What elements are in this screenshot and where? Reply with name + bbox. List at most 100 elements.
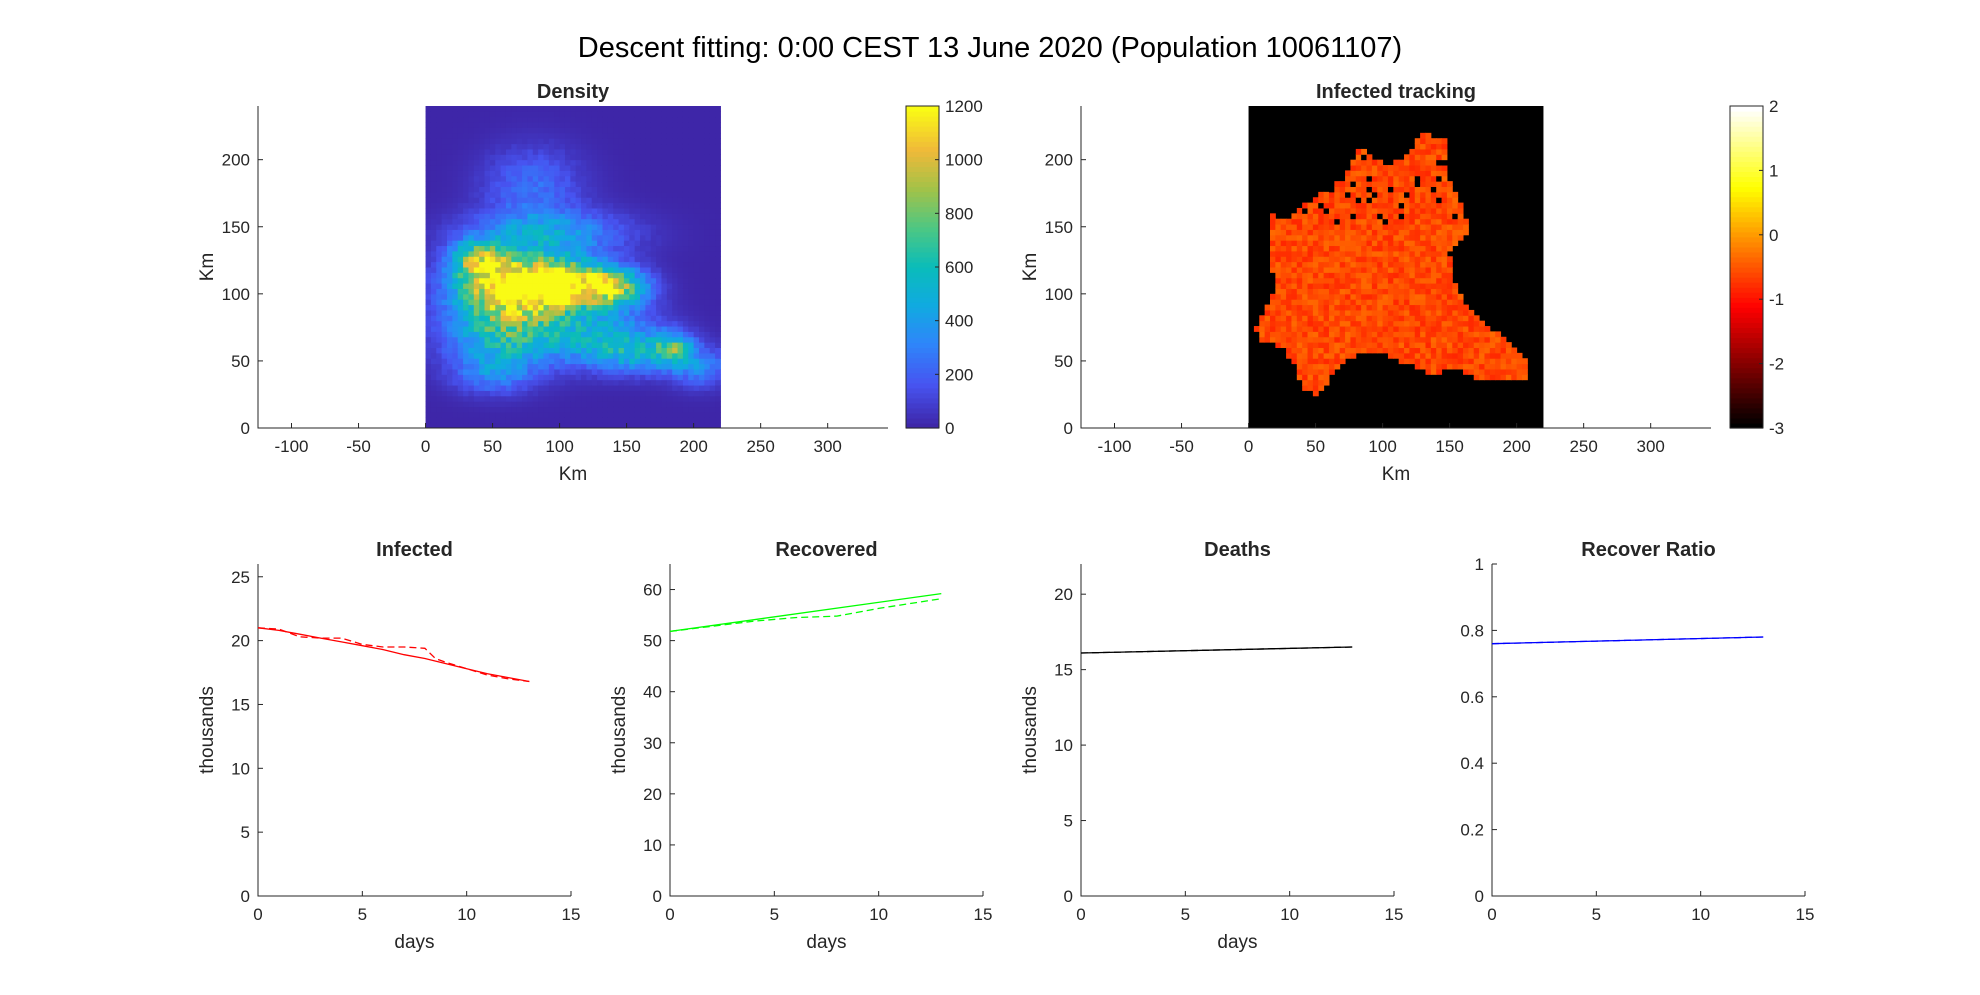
heatmap-cell <box>1489 363 1496 370</box>
heatmap-cell <box>602 363 609 370</box>
heatmap-cell <box>500 385 507 391</box>
heatmap-cell <box>489 417 496 424</box>
heatmap-cell <box>1457 299 1464 306</box>
heatmap-cell <box>597 138 603 145</box>
heatmap-cell <box>527 154 534 161</box>
heatmap-cell <box>430 293 437 300</box>
heatmap-cell <box>1436 143 1443 150</box>
heatmap-cell <box>650 234 657 241</box>
heatmap-cell <box>430 342 437 348</box>
heatmap-cell <box>682 309 689 316</box>
heatmap-cell <box>1430 347 1437 354</box>
heatmap-cell <box>543 245 550 252</box>
heatmap-cell <box>661 304 668 311</box>
heatmap-cell <box>538 395 545 402</box>
heatmap-cell <box>1463 320 1469 327</box>
heatmap-cell <box>634 218 641 225</box>
heatmap-cell <box>1436 336 1443 343</box>
heatmap-cell <box>468 395 475 402</box>
heatmap-cell <box>581 143 587 150</box>
heatmap-cell <box>1382 229 1389 236</box>
heatmap-cell <box>623 288 630 295</box>
heatmap-cell <box>688 342 695 348</box>
heatmap-cell <box>532 250 539 257</box>
heatmap-cell <box>479 390 486 397</box>
heatmap-cell <box>1420 191 1426 198</box>
heatmap-cell <box>489 411 496 418</box>
heatmap-cell <box>672 320 679 327</box>
heatmap-cell <box>1436 326 1443 332</box>
heatmap-cell <box>1328 197 1335 204</box>
heatmap-cell <box>505 132 512 139</box>
heatmap-cell <box>1259 320 1266 327</box>
heatmap-cell <box>1328 288 1335 295</box>
heatmap-cell <box>1312 207 1319 214</box>
heatmap-cell <box>430 191 437 198</box>
heatmap-cell <box>1505 358 1512 365</box>
heatmap-cell <box>650 159 657 166</box>
heatmap-cell <box>682 368 689 375</box>
heatmap-cell <box>1350 267 1357 273</box>
heatmap-cell <box>447 132 453 139</box>
heatmap-cell <box>1302 261 1309 268</box>
heatmap-cell <box>430 299 437 306</box>
heatmap-cell <box>527 368 534 375</box>
heatmap-cell <box>430 138 437 145</box>
heatmap-cell <box>1484 347 1491 354</box>
heatmap-cell <box>484 352 491 359</box>
heatmap-cell <box>602 202 609 209</box>
heatmap-cell <box>607 106 614 112</box>
heatmap-cell <box>581 181 587 187</box>
heatmap-cell <box>1275 293 1282 300</box>
heatmap-cell <box>457 299 464 306</box>
heatmap-cell <box>1382 326 1389 332</box>
heatmap-cell <box>623 385 630 391</box>
heatmap-cell <box>1404 250 1410 257</box>
heatmap-cell <box>484 358 491 365</box>
heatmap-cell <box>1393 309 1400 316</box>
heatmap-cell <box>505 197 512 204</box>
heatmap-cell <box>441 197 448 204</box>
heatmap-cell <box>484 165 491 171</box>
heatmap-cell <box>618 368 625 375</box>
heatmap-cell <box>527 245 534 252</box>
heatmap-cell <box>538 213 545 220</box>
heatmap-cell <box>500 422 507 429</box>
heatmap-cell <box>715 207 721 214</box>
heatmap-cell <box>468 304 475 311</box>
heatmap-cell <box>602 336 609 343</box>
heatmap-cell <box>468 309 475 316</box>
subplot-title: Infected tracking <box>1316 81 1476 103</box>
y-tick-label: 25 <box>231 568 250 587</box>
heatmap-cell <box>1393 326 1400 332</box>
heatmap-cell <box>640 202 646 209</box>
heatmap-cell <box>715 240 721 247</box>
heatmap-cell <box>618 304 625 311</box>
heatmap-cell <box>586 331 593 338</box>
heatmap-cell <box>645 304 652 311</box>
heatmap-cell <box>581 374 587 381</box>
heatmap-cell <box>623 229 630 236</box>
heatmap-cell <box>548 336 555 343</box>
heatmap-cell <box>511 138 518 145</box>
heatmap-cell <box>623 320 630 327</box>
heatmap-cell <box>500 138 507 145</box>
heatmap-cell <box>532 213 539 220</box>
heatmap-cell <box>1296 347 1303 354</box>
heatmap-cell <box>452 127 459 134</box>
heatmap-cell <box>452 320 459 327</box>
heatmap-cell <box>522 406 528 413</box>
heatmap-cell <box>656 390 662 397</box>
heatmap-cell <box>688 122 695 128</box>
heatmap-cell <box>505 406 512 413</box>
heatmap-cell <box>597 267 603 273</box>
heatmap-cell <box>495 111 502 118</box>
heatmap-cell <box>1479 342 1485 348</box>
heatmap-cell <box>511 331 518 338</box>
colorbar-swatch <box>1730 246 1763 253</box>
heatmap-cell <box>1409 240 1416 247</box>
heatmap-cell <box>436 116 443 123</box>
heatmap-cell <box>1425 299 1432 306</box>
heatmap-cell <box>1323 288 1330 295</box>
heatmap-cell <box>1339 240 1346 247</box>
